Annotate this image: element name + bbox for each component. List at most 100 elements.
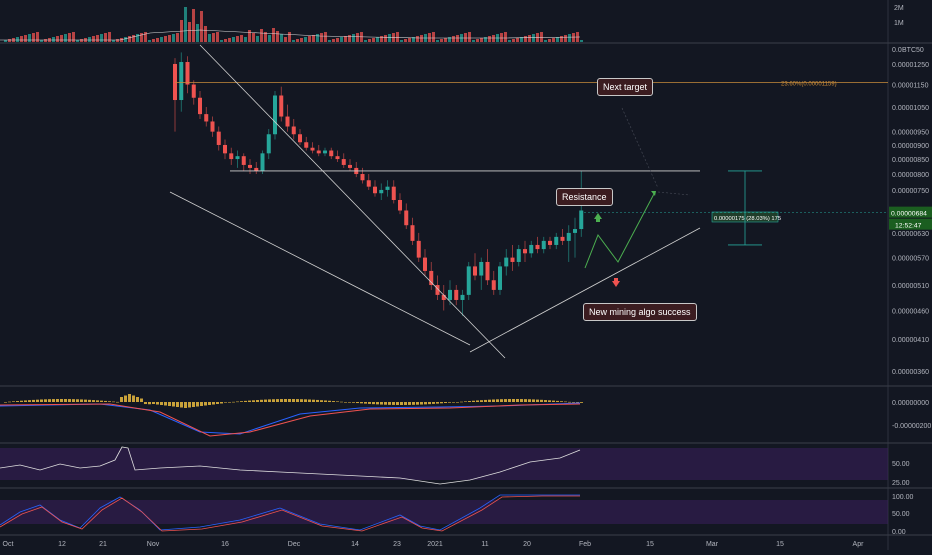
macd-histogram-bar (332, 401, 335, 402)
macd-histogram-bar (292, 399, 295, 402)
symbol-scale-label: 50 (916, 47, 924, 54)
volume-bar (368, 39, 371, 42)
macd-histogram-bar (28, 400, 31, 402)
candle-body (304, 142, 309, 148)
macd-histogram-bar (256, 400, 259, 402)
macd-histogram-bar (132, 395, 135, 402)
volume-bar (440, 39, 443, 42)
volume-bar (320, 33, 323, 42)
macd-histogram-bar (500, 399, 503, 402)
candle-body (216, 131, 221, 145)
macd-histogram-bar (92, 400, 95, 402)
macd-histogram-bar (312, 399, 315, 402)
volume-bar (520, 37, 523, 42)
macd-histogram-bar (300, 399, 303, 402)
price-tick-label: 0.00001250 (892, 62, 929, 69)
volume-bar (280, 34, 283, 42)
rsi-line (0, 446, 581, 485)
volume-bar (212, 33, 215, 42)
candle-body (379, 189, 384, 194)
volume-bar (188, 22, 191, 42)
volume-bar (316, 34, 319, 42)
candle-body (454, 289, 459, 300)
dashed-target-guide (621, 107, 659, 189)
macd-histogram-bar (372, 402, 375, 405)
volume-bar (248, 30, 251, 42)
macd-histogram-bar (512, 399, 515, 402)
macd-histogram-bar (452, 402, 455, 403)
volume-bar (312, 35, 315, 42)
macd-histogram-bar (52, 399, 55, 402)
stoch-tick-label: 100.00 (892, 494, 914, 501)
volume-bar (120, 38, 123, 42)
volume-bar (56, 36, 59, 42)
macd-histogram-bar (20, 400, 23, 402)
macd-histogram-bar (520, 399, 523, 402)
stoch-d-line (0, 495, 580, 532)
candle-body (548, 240, 552, 245)
macd-histogram-bar (568, 401, 571, 403)
time-tick-label: Apr (853, 541, 865, 548)
macd-histogram-bar (156, 402, 159, 405)
candle-body (173, 63, 177, 101)
volume-bar (524, 36, 527, 42)
macd-histogram-bar (428, 402, 431, 405)
candle-body (573, 229, 577, 233)
macd-histogram-bar (304, 399, 307, 402)
volume-bar (528, 35, 531, 42)
macd-histogram-bar (524, 399, 527, 402)
candle-body (416, 240, 421, 258)
volume-bar (152, 39, 155, 42)
macd-histogram-bar (400, 402, 403, 405)
macd-histogram-bar (336, 401, 339, 402)
macd-histogram-bar (40, 399, 43, 402)
volume-tick-label: 1M (894, 20, 904, 27)
candle-body (266, 134, 271, 154)
macd-histogram-bar (192, 402, 195, 407)
time-tick-label: 15 (776, 541, 784, 548)
macd-histogram-bar (32, 399, 35, 402)
macd-histogram-bar (244, 400, 247, 402)
macd-histogram-bar (180, 402, 183, 408)
macd-line (0, 402, 581, 435)
volume-bar (252, 33, 255, 42)
macd-histogram-bar (144, 402, 147, 405)
macd-histogram-bar (360, 402, 363, 404)
macd-histogram-bar (88, 399, 91, 402)
macd-histogram-bar (224, 402, 227, 403)
volume-bar (404, 39, 407, 42)
price-tick-label: 0.00001150 (892, 83, 929, 90)
macd-histogram-bar (392, 402, 395, 405)
candle-body (323, 150, 327, 154)
macd-histogram-bar (216, 402, 219, 404)
macd-histogram-bar (204, 402, 207, 406)
time-tick-label: 16 (221, 541, 229, 548)
volume-bar (96, 35, 99, 42)
macd-histogram-bar (196, 402, 199, 407)
macd-histogram-bar (108, 401, 111, 402)
candle-body (491, 280, 496, 290)
volume-bar (412, 37, 415, 42)
macd-histogram-bar (344, 402, 347, 403)
volume-bar (300, 38, 303, 42)
macd-histogram-bar (44, 399, 47, 402)
volume-bar (468, 32, 471, 42)
volume-bar (40, 40, 43, 42)
dashed-target-line (657, 191, 691, 196)
volume-bar (24, 35, 27, 42)
volume-ma-line (0, 29, 581, 41)
candle-body (423, 257, 427, 271)
macd-histogram-bar (396, 402, 399, 405)
macd-histogram-bar (424, 402, 427, 405)
volume-bar (4, 40, 7, 42)
volume-bar (488, 36, 491, 42)
macd-histogram-bar (440, 402, 443, 404)
volume-bar (380, 36, 383, 42)
volume-bar (208, 34, 211, 42)
volume-bar (340, 37, 343, 42)
volume-bar (480, 38, 483, 42)
candle-body (248, 164, 252, 168)
macd-histogram-bar (140, 398, 143, 402)
